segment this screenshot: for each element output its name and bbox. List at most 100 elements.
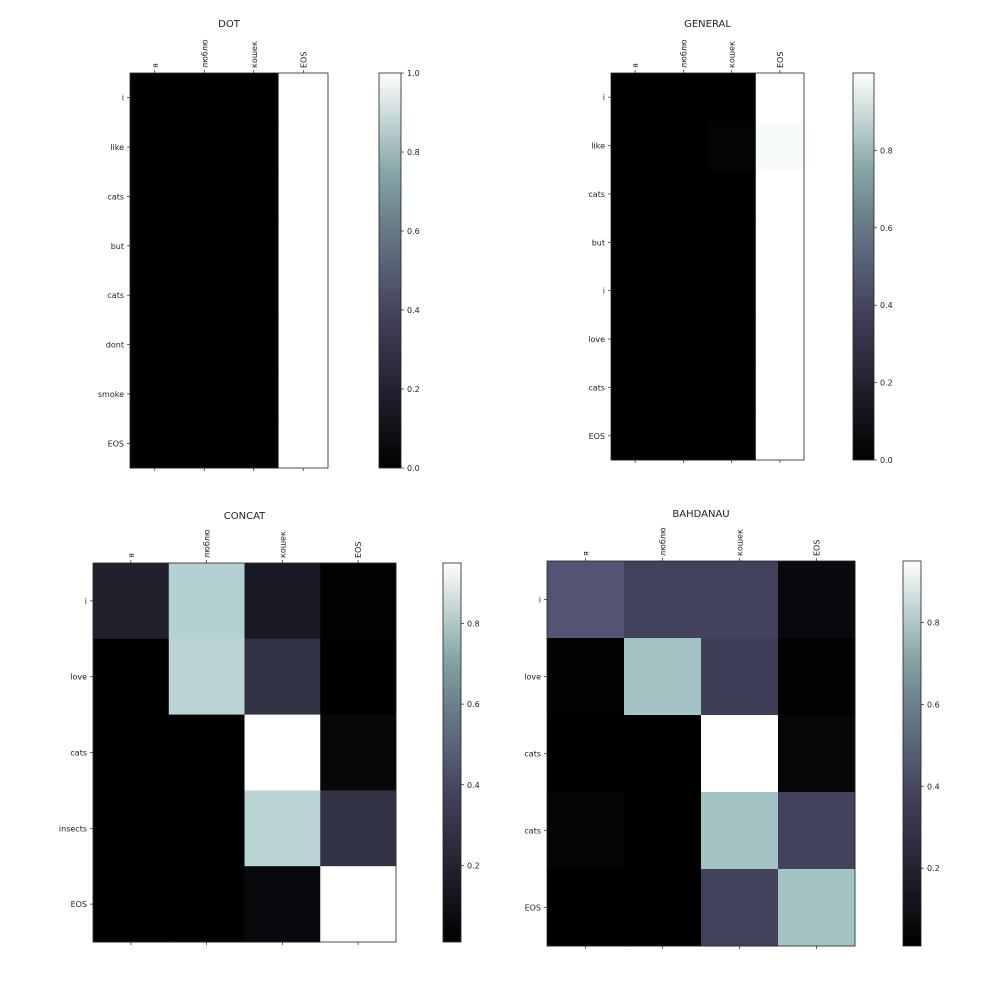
heatmap-cell <box>624 638 702 716</box>
colorbar-tick-label: 0.4 <box>927 782 940 791</box>
heatmap-cell <box>547 869 625 947</box>
heatmap-frame <box>610 72 805 461</box>
heatmap-cell <box>320 563 397 640</box>
heatmap-cell <box>168 714 245 791</box>
heatmap-cell <box>168 638 245 715</box>
y-tick-label: i <box>603 93 605 102</box>
heatmap-cell <box>755 169 805 219</box>
heatmap-cell <box>179 73 230 123</box>
heatmap-cell <box>707 121 757 171</box>
heatmap-cell <box>179 418 230 469</box>
heatmap-cell <box>179 122 230 173</box>
y-tick-label: cats <box>107 192 124 201</box>
y-tick-label: cats <box>588 383 605 392</box>
colorbar-tick-label: 0.6 <box>467 700 480 709</box>
heatmap-cell <box>611 73 660 122</box>
heatmap-cell <box>701 869 779 947</box>
heatmap-cell <box>755 73 805 122</box>
colorbar-tick-label: 0.4 <box>407 306 420 315</box>
y-tick-label: but <box>111 242 124 251</box>
heatmap-cell <box>707 218 757 267</box>
heatmap-cell <box>179 221 230 271</box>
x-tick-label: EOS <box>776 52 785 68</box>
heatmap-cell <box>624 869 702 947</box>
heatmap-cell <box>93 866 170 943</box>
colorbar-tick-label: 0.6 <box>927 700 940 709</box>
colorbar <box>902 560 922 947</box>
heatmap-cell <box>778 561 856 639</box>
x-tick-label: EOS <box>299 52 308 68</box>
colorbar <box>852 72 875 461</box>
y-tick-label: i <box>122 94 124 103</box>
heatmap-cell <box>320 638 397 715</box>
heatmap-title: GENERAL <box>684 19 731 30</box>
heatmap-title: CONCAT <box>224 511 266 522</box>
heatmap-cell <box>755 363 805 413</box>
y-tick-label: smoke <box>98 390 124 399</box>
y-tick-label: i <box>85 597 87 606</box>
heatmap-cell <box>707 411 757 461</box>
heatmap-cell <box>278 418 329 469</box>
x-tick-label: EOS <box>813 540 822 556</box>
heatmap-cell <box>755 121 805 171</box>
heatmap-cell <box>244 790 321 867</box>
heatmap-cell <box>168 866 245 943</box>
heatmap-cell <box>320 714 397 791</box>
y-tick-label: cats <box>524 827 541 836</box>
heatmap-cell <box>659 121 708 171</box>
heatmap-cell <box>93 714 170 791</box>
heatmap-cell <box>659 363 708 413</box>
heatmap-cell <box>611 314 660 364</box>
heatmap-cell <box>611 169 660 219</box>
y-tick-label: i <box>603 287 605 296</box>
heatmap-cell <box>707 314 757 364</box>
heatmap-cell <box>278 270 329 321</box>
heatmap-cell <box>611 266 660 316</box>
heatmap-cell <box>778 715 856 793</box>
colorbar <box>442 562 462 943</box>
heatmap-cell <box>659 169 708 219</box>
heatmap-title: BAHDANAU <box>672 509 729 520</box>
heatmap-frame <box>129 72 329 469</box>
heatmap-cell <box>701 715 779 793</box>
x-tick-label: кошек <box>728 41 737 68</box>
x-tick-label: кошек <box>250 41 259 68</box>
colorbar-tick-label: 0.4 <box>880 301 893 310</box>
heatmap-cell <box>778 638 856 716</box>
y-tick-label: EOS <box>589 432 605 441</box>
heatmap-cell <box>229 418 279 469</box>
y-tick-label: dont <box>106 341 124 350</box>
heatmap-cell <box>278 171 329 222</box>
heatmap-cell <box>707 266 757 316</box>
heatmap-cell <box>755 266 805 316</box>
heatmap-cell <box>611 218 660 267</box>
heatmap-cell <box>624 561 702 639</box>
x-tick-label: я <box>127 553 136 558</box>
heatmap-cell <box>611 411 660 461</box>
y-tick-label: like <box>591 142 605 151</box>
y-tick-label: like <box>110 143 124 152</box>
heatmap-cell <box>244 563 321 640</box>
colorbar-tick-label: 0.2 <box>407 385 420 394</box>
heatmap-cell <box>179 369 230 420</box>
heatmap-cell <box>755 218 805 267</box>
heatmap-cell <box>707 363 757 413</box>
heatmap-cell <box>130 369 180 420</box>
heatmap-cell <box>755 314 805 364</box>
colorbar-tick-label: 0.8 <box>407 148 420 157</box>
heatmap-cell <box>701 792 779 870</box>
colorbar-tick-label: 0.8 <box>880 146 893 155</box>
heatmap-cell <box>659 266 708 316</box>
y-tick-label: EOS <box>525 904 541 913</box>
heatmap-cell <box>547 561 625 639</box>
heatmap-cell <box>278 319 329 370</box>
heatmap-cell <box>229 369 279 420</box>
heatmap-panel-concat: CONCAT я люблю кошек EOS i love cats insects EOS 0… <box>59 511 480 945</box>
y-tick-label: EOS <box>71 900 87 909</box>
heatmap-cell <box>130 221 180 271</box>
x-tick-label: я <box>151 63 160 68</box>
heatmap-cell <box>244 866 321 943</box>
heatmap-cell <box>278 369 329 420</box>
y-tick-label: cats <box>588 190 605 199</box>
x-tick-label: люблю <box>659 527 668 556</box>
